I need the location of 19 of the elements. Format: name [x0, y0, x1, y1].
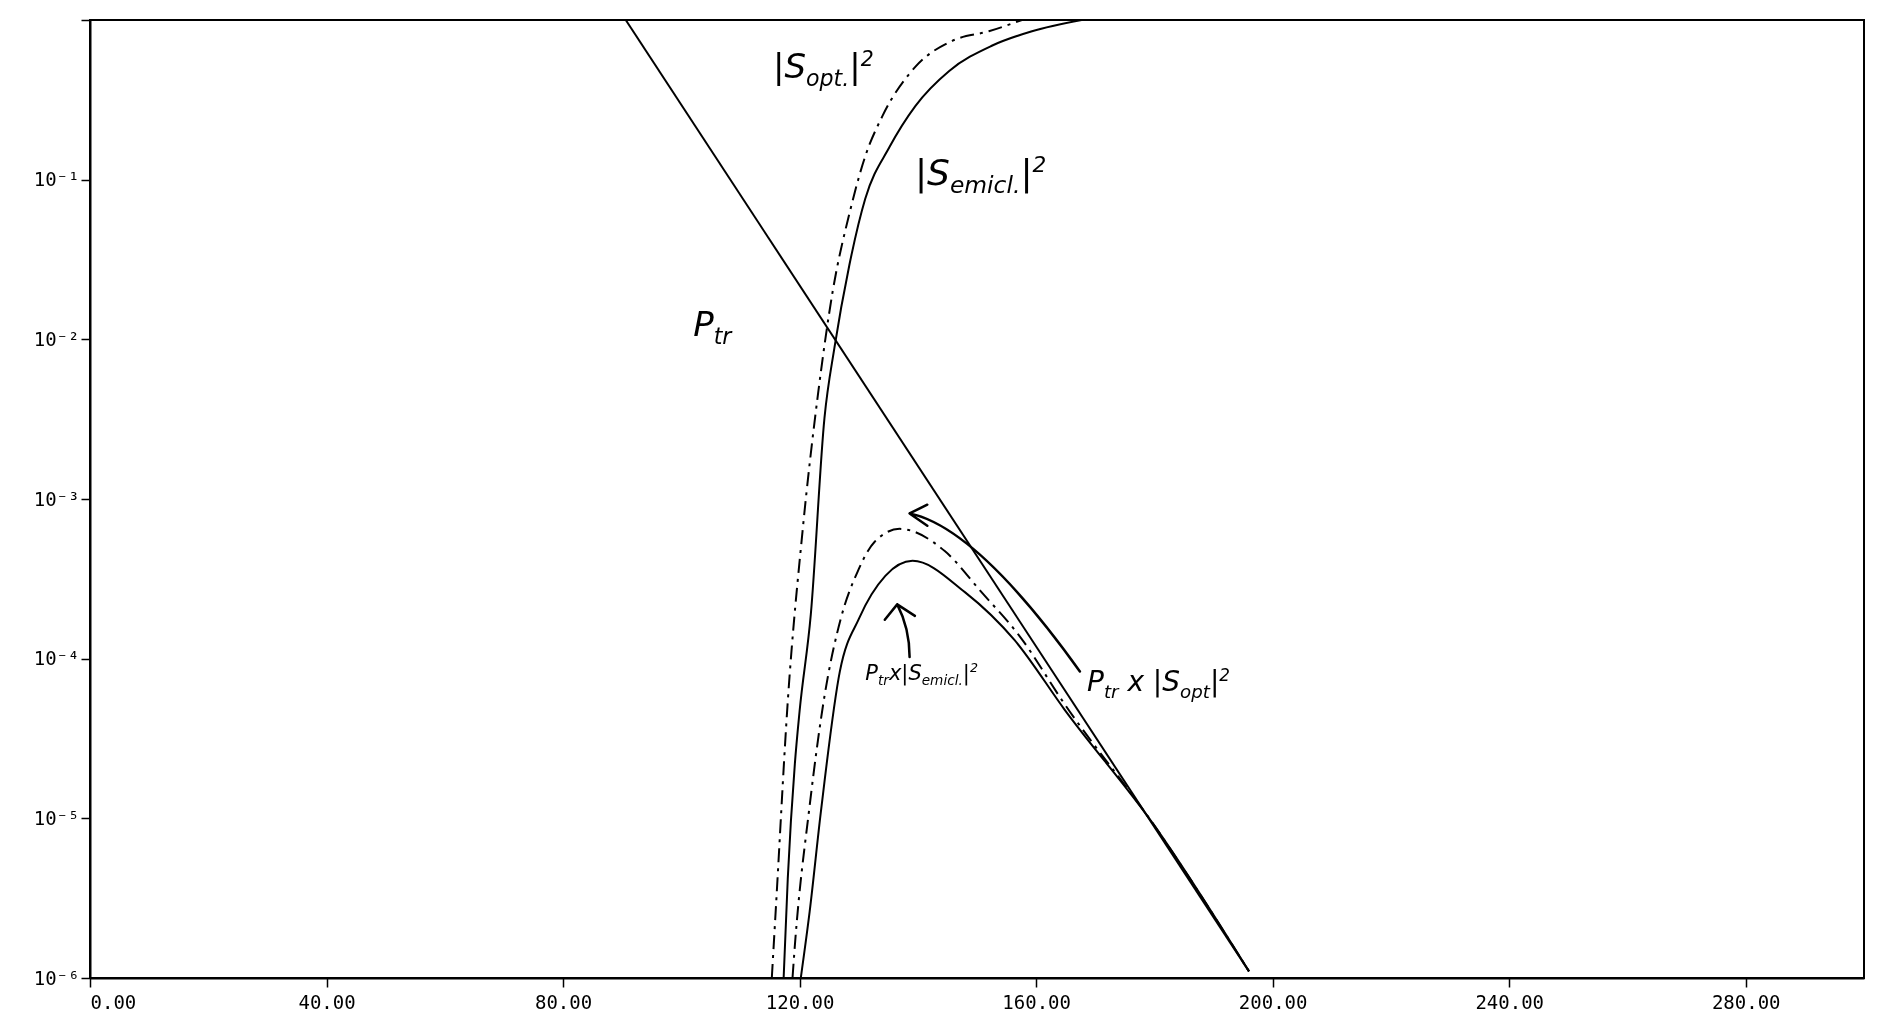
series-label: |S$_{emicl.}$|$^{2}$ [914, 152, 1047, 200]
x-tick-label: 280.00 [1711, 990, 1781, 1013]
y-tick-label: 10⁻³ [33, 487, 80, 510]
series-label: P$_{tr}$ x |S$_{opt}$|$^{2}$ [1086, 664, 1230, 702]
y-tick-label: 10⁻⁶ [33, 966, 80, 989]
x-tick-label: 40.00 [298, 990, 356, 1013]
y-tick-label: 10⁻¹ [33, 168, 80, 191]
y-tick-label: 10⁻² [33, 327, 80, 350]
series-label: P$_{tr}$ [693, 304, 732, 350]
y-tick-label: 10⁻⁴ [33, 647, 80, 670]
series-label: P$_{tr}$x|S$_{emicl.}$|$^{2}$ [865, 659, 978, 689]
x-tick-label: 120.00 [765, 990, 835, 1013]
x-tick-label: 0.00 [90, 990, 137, 1013]
x-tick-label: 80.00 [534, 990, 593, 1013]
x-tick-label: 160.00 [1002, 990, 1071, 1013]
x-tick-label: 240.00 [1475, 990, 1545, 1013]
series-label: |S$_{opt.}$|$^{2}$ [772, 46, 874, 91]
y-tick-label: 10⁻⁵ [33, 806, 80, 829]
x-tick-label: 200.00 [1238, 990, 1308, 1013]
